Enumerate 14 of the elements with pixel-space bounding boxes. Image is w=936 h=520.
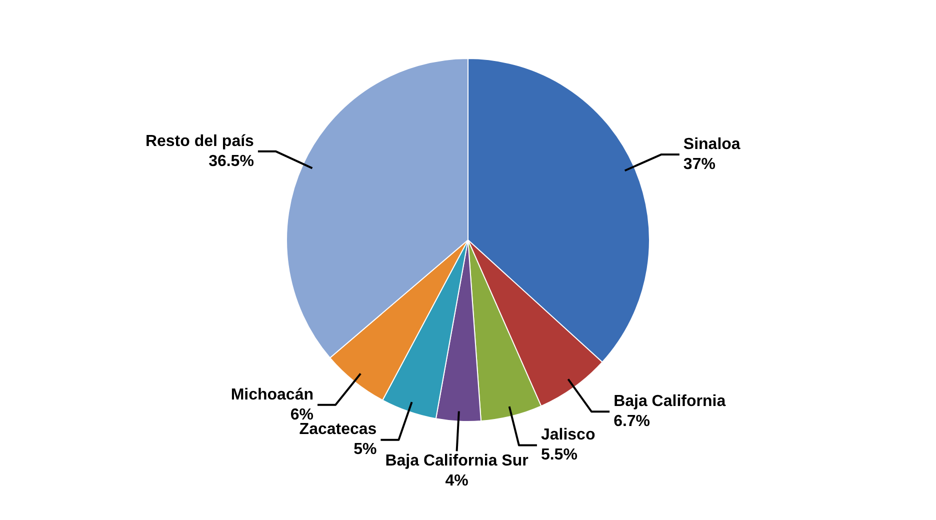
slice-label: Baja California	[614, 393, 726, 410]
data-label: 36.5%	[208, 152, 254, 170]
slice-label: Zacatecas	[299, 421, 377, 438]
slice-label: Sinaloa	[683, 136, 740, 153]
data-label: 6%	[290, 406, 314, 424]
data-label: 5%	[354, 441, 377, 458]
slice-label: Baja California Sur	[385, 452, 528, 470]
slice-label: Resto del país	[145, 132, 254, 150]
data-label: 5.5%	[540, 446, 578, 464]
data-label: 37%	[683, 156, 716, 173]
data-label: 6.7%	[614, 413, 650, 430]
slice-label: Jalisco	[540, 426, 596, 444]
slice-label: Michoacán	[230, 386, 314, 404]
data-label: 4%	[445, 472, 468, 490]
